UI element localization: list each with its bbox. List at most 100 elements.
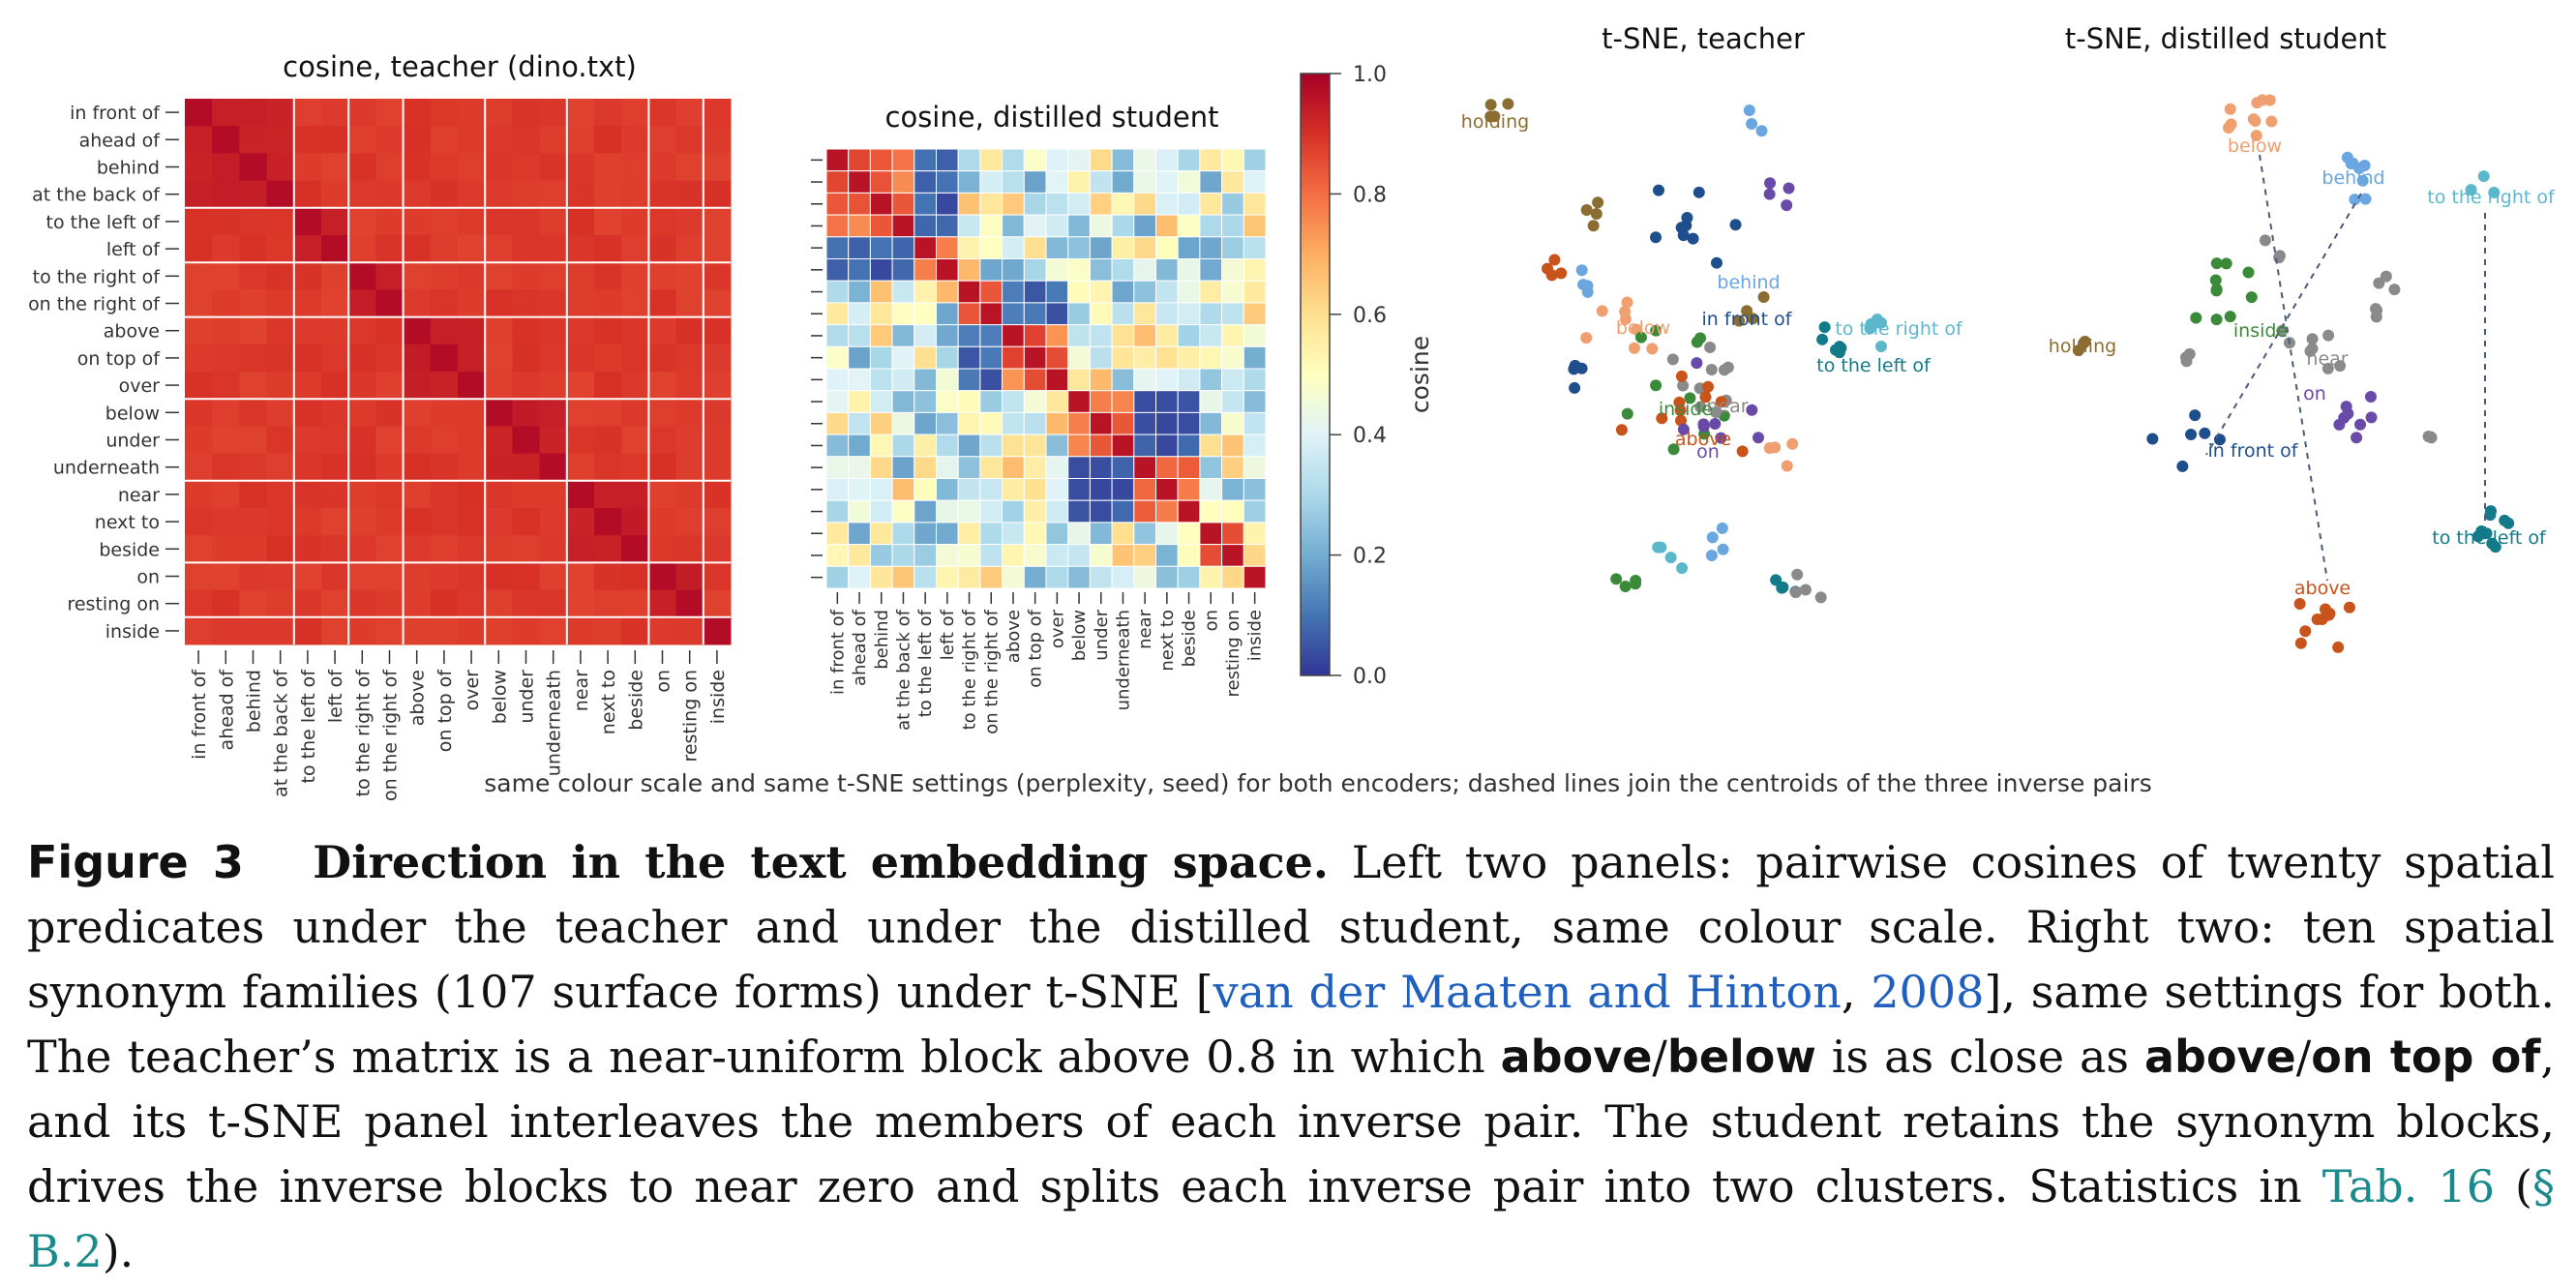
heatmap-cell [648,535,677,563]
section-reference-link[interactable]: § B.2 [27,1160,2556,1277]
heatmap-cell [891,302,915,326]
heatmap-cell [825,368,850,392]
citation-year-link[interactable]: 2008 [1871,966,1985,1018]
heatmap-cell [185,316,213,345]
heatmap-cell [512,372,541,400]
heatmap-cell [936,258,959,282]
heatmap-cell [825,148,850,172]
heatmap-cell [1067,148,1091,172]
heatmap-cell [539,616,568,645]
scatter-point [2220,257,2232,270]
heatmap-cell [957,324,981,347]
heatmap-cell [1067,456,1091,479]
heatmap-cell [979,544,1003,567]
heatmap-cell [185,344,213,373]
heatmap-cell [566,535,595,563]
scatter-point [2499,514,2511,526]
scatter-point [1667,443,1680,456]
heatmap-cell [1177,324,1201,347]
heatmap-cell [539,126,568,154]
heatmap-cell [430,99,459,127]
heatmap-cell [458,316,486,345]
heatmap-cell [293,126,322,154]
heatmap-cell [1045,434,1069,458]
heatmap-cell [458,426,486,455]
heatmap-cell [848,478,871,501]
heatmap-cell [458,508,486,536]
heatmap-cell [1221,170,1244,194]
heatmap-cell [1111,522,1135,546]
heatmap-cell [375,616,404,645]
scatter-point [1580,332,1593,344]
scatter-point [2489,541,2501,554]
heatmap-cell [914,280,937,304]
scatter-point [1777,581,1789,593]
heatmap-cell [1002,478,1025,501]
heatmap-cell [1045,544,1069,567]
heatmap-cell [1089,192,1113,216]
heatmap-cell [1177,478,1201,501]
heatmap-cell [648,372,677,400]
row-label: ahead of [79,130,162,151]
heatmap-cell [239,480,268,509]
heatmap-cell [321,207,349,236]
heatmap-cell [825,280,850,304]
heatmap-cell [936,236,959,260]
heatmap-cell [485,180,513,209]
heatmap-cell [293,535,322,563]
cluster-label: in front of [2208,440,2299,462]
heatmap-cell [1155,411,1179,435]
heatmap-cell [185,99,213,127]
heatmap-cell [512,399,541,427]
scatter-point [2265,115,2278,128]
cluster-label: on [2303,383,2326,404]
heatmap-cell [621,508,649,536]
heatmap-cell [891,478,915,501]
colorbar [1300,73,1331,676]
heatmap-cell [212,262,240,290]
heatmap-cell [185,126,213,154]
heatmap-cell [566,426,595,455]
heatmap-cell [403,426,432,455]
table-reference-link[interactable]: Tab. 16 [2321,1160,2495,1212]
column-label: behind [872,610,892,670]
heatmap-cell [1002,280,1025,304]
heatmap-cell [848,302,871,326]
heatmap-cell [1199,345,1223,370]
heatmap-cell [869,368,893,392]
scatter-point [1864,322,1876,335]
heatmap-cell [1111,302,1135,326]
heatmap-cell [891,390,915,413]
heatmap-cell [914,214,937,238]
heatmap-cell [212,126,240,154]
figure-label: Figure 3 [27,836,244,888]
heatmap-cell [825,236,850,260]
heatmap-cell [1199,324,1223,347]
heatmap-cell [512,262,541,290]
heatmap-cell [458,535,486,563]
heatmap-cell [1023,148,1047,172]
heatmap-cell [914,390,937,413]
heatmap-cell [458,589,486,618]
heatmap-cell [212,453,240,482]
heatmap-cell [1221,456,1244,479]
figure-title: Direction in the text embedding space. [313,836,1329,888]
heatmap-cell [293,562,322,591]
heatmap-cell [936,478,959,501]
scatter-point [1664,552,1677,564]
heatmap-cell [1221,499,1244,524]
scatter-point [2224,311,2236,323]
scatter-point [1764,177,1777,190]
scatter-point [2079,335,2091,347]
scatter-point [2365,411,2378,424]
heatmap-cell [621,372,649,400]
heatmap-cell [891,544,915,567]
scatter-point [1615,424,1628,436]
heatmap-cell [648,426,677,455]
heatmap-cell [375,453,404,482]
heatmap-cell [1243,565,1267,589]
heatmap-cell [675,235,704,263]
citation-author-link[interactable]: van der Maaten and Hinton [1213,966,1842,1018]
scatter-point [2245,291,2258,304]
cluster-label: above [2294,578,2351,599]
